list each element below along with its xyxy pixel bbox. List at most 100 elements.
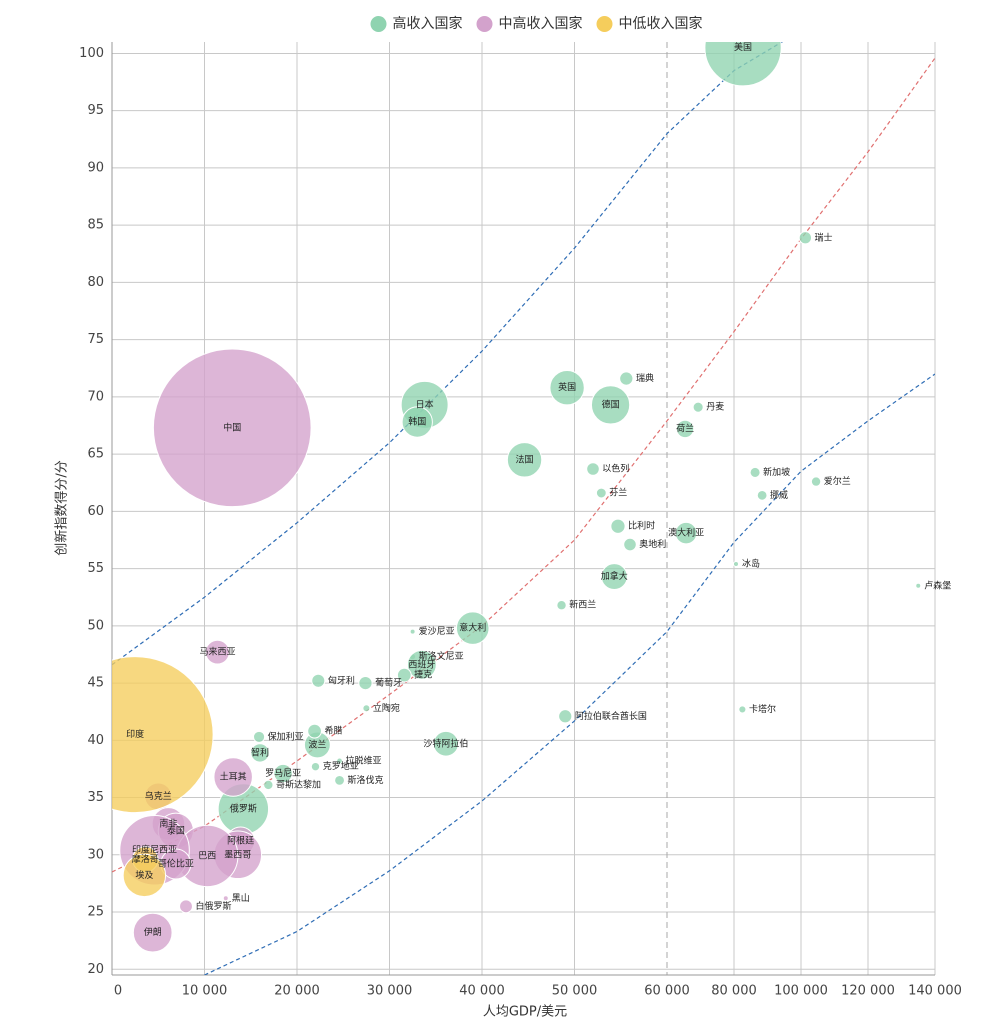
point-label: 阿根廷	[227, 835, 254, 847]
point-label: 挪威	[770, 489, 788, 501]
point-label: 捷克	[414, 669, 432, 681]
point-label: 瑞士	[815, 231, 833, 243]
bubble	[455, 611, 490, 645]
point-label: 马来西亚	[199, 647, 235, 658]
bubble	[179, 899, 193, 914]
point-label: 爱沙尼亚	[419, 626, 455, 637]
bubble	[733, 561, 740, 568]
bubble	[250, 743, 270, 763]
bubble	[798, 231, 813, 245]
point-label: 澳大利亚	[668, 527, 704, 539]
bubble	[590, 385, 631, 425]
bubble	[600, 563, 628, 591]
x-tick-label: 0	[114, 984, 122, 999]
x-tick-label: 100 000	[774, 984, 828, 999]
point-label: 芬兰	[609, 487, 627, 499]
y-tick-label: 25	[87, 905, 104, 920]
y-tick-label: 65	[87, 447, 104, 462]
bubble	[362, 704, 371, 713]
bubble	[396, 667, 412, 683]
y-tick-label: 60	[87, 504, 104, 519]
bubble	[336, 757, 343, 765]
y-tick-label: 100	[79, 46, 104, 61]
x-axis-label: 人均GDP/美元	[483, 1005, 567, 1018]
bubble	[222, 895, 229, 902]
point-label: 保加利亚	[268, 730, 304, 742]
point-label: 匈牙利	[328, 674, 355, 686]
bubble	[310, 761, 321, 772]
bubble	[311, 673, 326, 688]
point-label: 印度	[126, 728, 144, 740]
trend-line	[204, 373, 935, 975]
point-label: 新加坡	[763, 466, 790, 478]
bubble	[623, 537, 637, 552]
bubble	[915, 582, 922, 589]
bubble	[132, 912, 173, 953]
point-label: 比利时	[628, 520, 655, 532]
bubble	[556, 600, 567, 611]
point-label: 波兰	[308, 738, 326, 750]
point-label: 韩国	[408, 416, 426, 428]
legend-marker	[476, 16, 493, 32]
legend-label: 中低收入国家	[619, 15, 703, 32]
point-label: 荷兰	[676, 422, 694, 434]
point-label: 克罗地亚	[323, 760, 359, 772]
point-label: 斯洛文尼亚	[419, 650, 464, 662]
legend-label: 高收入国家	[393, 15, 463, 32]
bubble	[675, 419, 695, 439]
legend-marker	[596, 16, 613, 32]
point-label: 西班牙	[408, 658, 435, 670]
y-tick-label: 85	[87, 218, 104, 233]
bubble	[610, 518, 626, 534]
point-label: 法国	[516, 453, 534, 465]
bubble	[619, 371, 634, 386]
bubble	[704, 42, 782, 87]
x-tick-label: 20 000	[274, 984, 320, 999]
point-label: 墨西哥	[224, 849, 251, 860]
bubble	[358, 675, 373, 691]
point-label: 智利	[251, 746, 269, 758]
bubble	[213, 757, 253, 797]
y-tick-label: 45	[87, 676, 104, 691]
bubble	[749, 466, 761, 478]
y-tick-label: 35	[87, 790, 104, 805]
point-label: 瑞典	[636, 372, 654, 384]
bubble	[263, 779, 274, 791]
point-label: 英国	[558, 381, 576, 393]
point-label: 丹麦	[706, 401, 724, 413]
y-tick-label: 80	[87, 275, 104, 290]
point-label: 爱尔兰	[824, 475, 851, 487]
y-axis-label: 创新指数得分/分	[54, 460, 70, 555]
point-label: 新西兰	[569, 599, 596, 611]
x-tick-label: 30 000	[367, 984, 413, 999]
point-label: 以色列	[602, 463, 629, 475]
y-tick-label: 70	[87, 389, 104, 404]
bubble	[738, 705, 747, 714]
point-label: 黑山	[232, 893, 250, 904]
bubbles	[112, 42, 922, 953]
bubble	[506, 442, 543, 478]
x-tick-label: 10 000	[182, 984, 228, 999]
point-label: 南非	[159, 817, 177, 829]
point-label: 白俄罗斯	[195, 900, 231, 912]
bubble	[810, 476, 822, 487]
point-label: 拉脱维亚	[346, 754, 382, 766]
bubble	[549, 370, 585, 406]
trend-line	[112, 42, 784, 666]
legend-marker	[370, 16, 387, 32]
x-tick-label: 50 000	[552, 984, 598, 999]
bubble	[152, 348, 312, 508]
x-tick-label: 120 000	[841, 984, 895, 999]
point-label: 斯洛伐克	[347, 774, 383, 786]
point-label: 卢森堡	[924, 579, 951, 591]
point-label: 印度尼西亚	[132, 844, 177, 856]
point-label: 摩洛哥	[132, 853, 159, 865]
point-label: 日本	[416, 398, 434, 410]
point-label: 葡萄牙	[375, 677, 402, 689]
bubble	[409, 628, 416, 635]
point-label: 卡塔尔	[749, 703, 776, 715]
y-tick-label: 50	[87, 618, 104, 633]
legend-label: 中高收入国家	[499, 15, 583, 32]
point-label: 美国	[734, 41, 752, 53]
